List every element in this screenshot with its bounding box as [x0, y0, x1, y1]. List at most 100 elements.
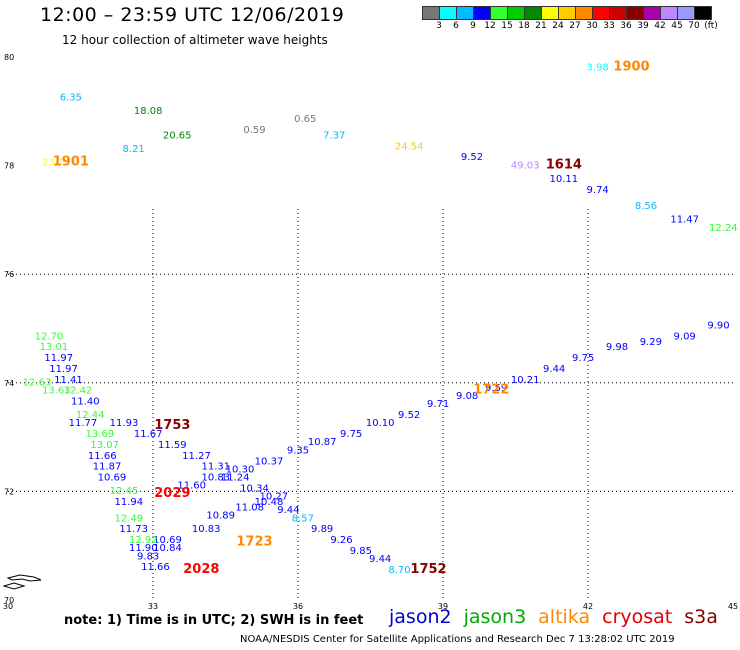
wave-height-label: 23.12 [42, 158, 71, 169]
wave-height-label: 10.21 [511, 375, 540, 386]
wave-height-label: 13.69 [86, 429, 115, 440]
wave-height-label: 11.47 [670, 215, 699, 226]
page-title: 12:00 – 23:59 UTC 12/06/2019 [40, 4, 345, 26]
pass-time-label: 2029 [154, 486, 190, 501]
satellite-altika: altika [538, 606, 591, 628]
y-tick-label: 72 [4, 487, 14, 496]
wave-height-label: 9.52 [398, 410, 420, 421]
wave-height-label: 12.70 [35, 331, 64, 342]
wave-height-label: 11.87 [93, 462, 122, 473]
legend-swatch [694, 6, 712, 20]
satellite-jason2: jason2 [389, 606, 452, 628]
legend-label: 70 [688, 21, 700, 31]
legend-label: (ft) [704, 21, 718, 31]
wave-height-label: 11.97 [49, 364, 78, 375]
wave-height-label: 8.56 [635, 201, 657, 212]
x-tick-label: 33 [148, 602, 158, 611]
wave-height-label: 9.52 [461, 152, 483, 163]
wave-height-label: 9.59 [485, 383, 507, 394]
wave-height-label: 9.35 [287, 445, 309, 456]
wave-height-label: 18.08 [134, 106, 163, 117]
wave-height-label: 12.49 [115, 513, 144, 524]
wave-height-label: 9.44 [369, 554, 391, 565]
y-tick-label: 76 [4, 270, 14, 279]
legend-label: 15 [501, 21, 513, 31]
x-tick-label: 36 [293, 602, 303, 611]
wave-height-label: 10.11 [550, 174, 579, 185]
x-tick-label: 45 [728, 602, 738, 611]
wave-height-label: 9.90 [707, 321, 729, 332]
pass-time-label: 1901 [53, 155, 89, 170]
wave-height-label: 10.37 [255, 456, 284, 467]
wave-height-label: 9.26 [330, 535, 352, 546]
pass-time-label: 2028 [183, 562, 219, 577]
wave-height-label: 9.83 [137, 551, 159, 562]
wave-height-label: 11.40 [71, 397, 100, 408]
wave-height-label: 11.41 [54, 375, 83, 386]
pass-time-labels: 1901 1900 1614 1753 2029 2028 1723 1752 1722 [53, 60, 650, 577]
wave-height-label: 10.87 [308, 437, 337, 448]
wave-height-label: 11.24 [221, 473, 250, 484]
wave-height-label: 8.21 [123, 144, 145, 155]
wave-height-label: 11.08 [235, 502, 264, 513]
units-note: note: 1) Time is in UTC; 2) SWH is in fe… [64, 613, 364, 628]
legend-label: 39 [637, 21, 649, 31]
wave-height-label: 10.10 [366, 418, 395, 429]
wave-height-label: 12.24 [709, 223, 738, 234]
wave-height-label: 11.67 [134, 429, 163, 440]
legend-label: 36 [620, 21, 632, 31]
wave-height-label: 10.69 [98, 473, 127, 484]
legend-label: 45 [671, 21, 683, 31]
wave-height-label: 9.89 [311, 524, 333, 535]
wave-height-label: 9.44 [543, 364, 565, 375]
y-tick-label: 78 [4, 162, 14, 171]
wave-height-label: 11.93 [110, 418, 139, 429]
wave-height-label: 8.57 [292, 513, 314, 524]
x-tick-label: 30 [3, 602, 13, 611]
wave-height-label: 9.98 [606, 342, 628, 353]
wave-height-label: 9.75 [340, 429, 362, 440]
wave-height-label: 11.97 [44, 353, 73, 364]
wave-height-label: 24.54 [395, 141, 424, 152]
y-tick-label: 80 [4, 53, 14, 62]
legend-label: 33 [603, 21, 615, 31]
wave-height-label: 0.59 [243, 125, 265, 136]
pass-time-label: 1614 [546, 157, 582, 172]
wave-height-label: 3.98 [587, 63, 609, 74]
wave-height-label: 9.44 [277, 505, 299, 516]
legend-label: 6 [453, 21, 459, 31]
wave-height-label: 13.07 [90, 440, 119, 451]
axis-tick-labels: 30 33 36 39 42 45 80 78 76 74 72 70 [3, 53, 738, 611]
wave-height-label: 11.94 [115, 497, 144, 508]
pass-time-label: 1722 [473, 383, 509, 398]
wave-height-label: 11.66 [88, 451, 117, 462]
wave-height-labels: 6.35 18.08 0.59 0.65 7.37 20.65 8.21 23.12 24.54… [23, 63, 738, 576]
wave-height-label: 11.66 [141, 562, 170, 573]
pass-time-label: 1752 [410, 562, 446, 577]
satellite-jason3: jason3 [463, 606, 527, 628]
y-tick-label: 74 [4, 379, 14, 388]
satellite-cryosat: cryosat [602, 606, 673, 628]
satellite-legend: jason2 jason3 altika cryosat s3a [389, 606, 730, 628]
wave-height-label: 12.45 [110, 486, 139, 497]
wave-height-label: 9.71 [427, 399, 449, 410]
wave-height-label: 10.48 [255, 497, 284, 508]
wave-height-label: 10.84 [153, 543, 182, 554]
wave-height-label: 13.63 [42, 386, 71, 397]
wave-height-label: 9.08 [456, 391, 478, 402]
wave-height-label: 10.34 [240, 483, 269, 494]
wave-height-label: 11.77 [69, 418, 98, 429]
wave-height-label: 10.27 [260, 492, 289, 503]
wave-height-label: 11.73 [119, 524, 148, 535]
x-tick-label: 42 [583, 602, 593, 611]
wave-height-label: 11.31 [202, 462, 231, 473]
coastline [2, 574, 42, 590]
legend-label: 27 [569, 21, 581, 31]
wave-height-label: 12.42 [64, 386, 93, 397]
wave-height-label: 10.83 [192, 524, 221, 535]
y-tick-label: 70 [4, 596, 14, 605]
legend-label: 21 [535, 21, 547, 31]
legend-label: 12 [484, 21, 496, 31]
